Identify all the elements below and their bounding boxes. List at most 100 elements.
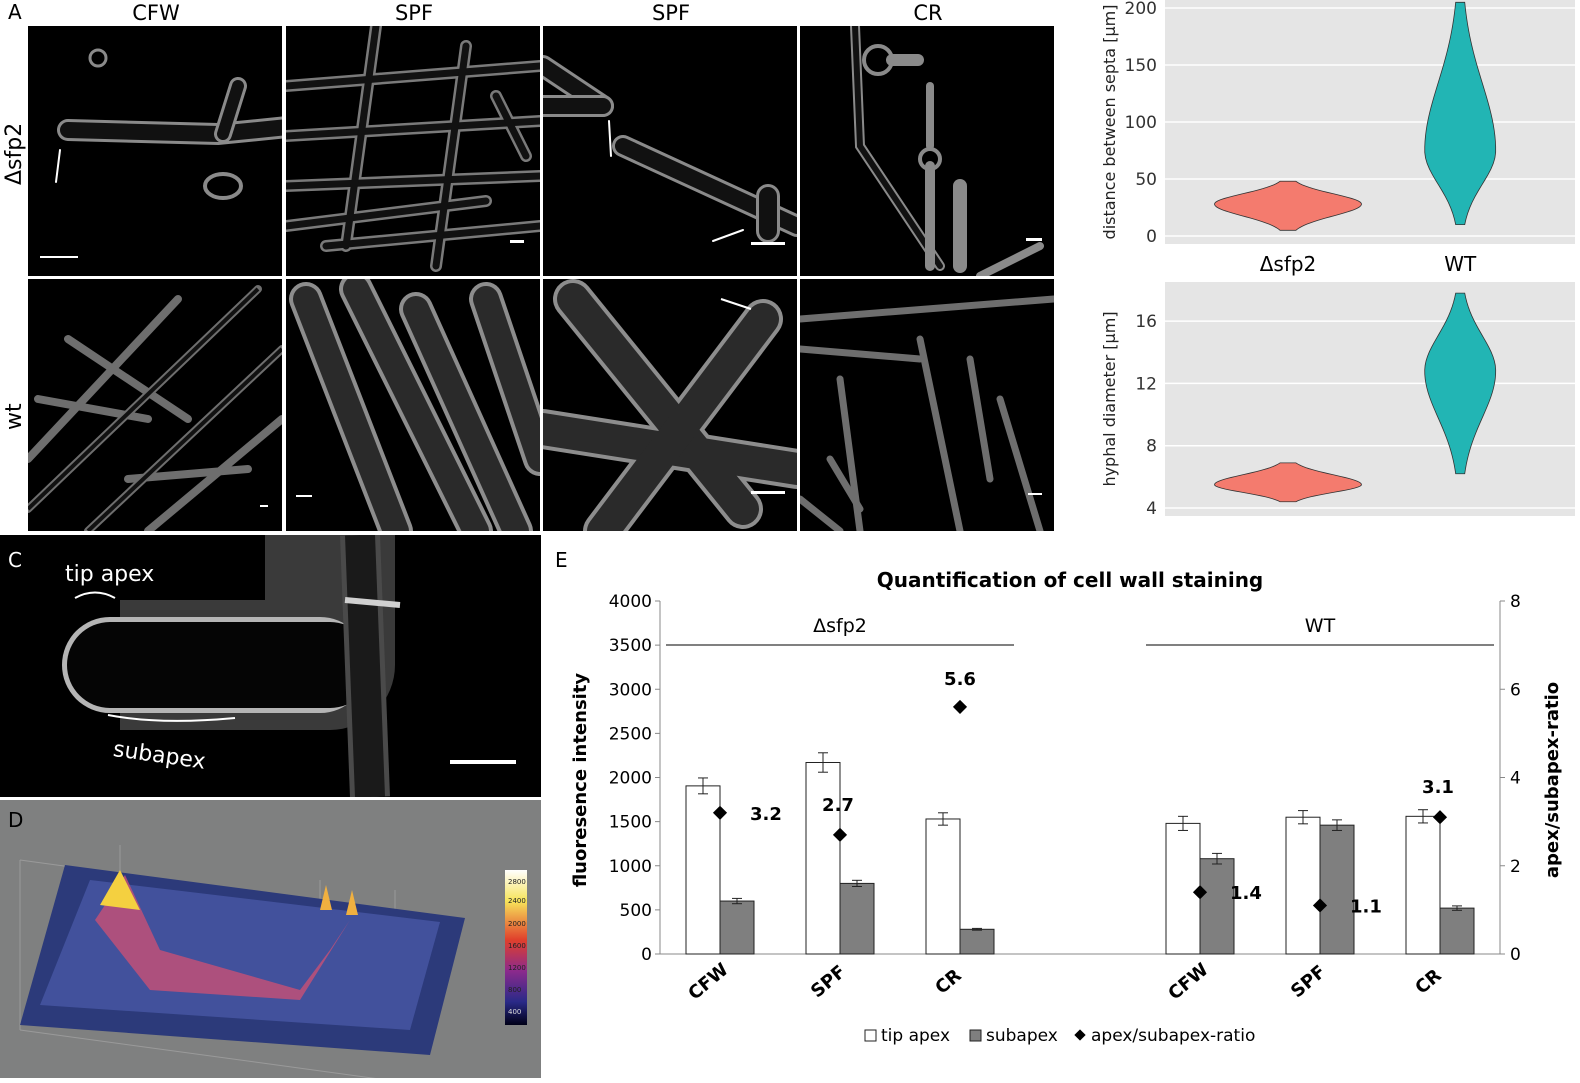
ratio-marker (1192, 885, 1208, 900)
y-axis-label: hyphal diameter [µm] (1100, 311, 1119, 486)
bar (1165, 822, 1201, 955)
panel-c-label: C (8, 548, 22, 572)
y-tick-label: 12 (1135, 374, 1157, 394)
heat-legend-tick: 1600 (508, 942, 526, 950)
group-label: Δsfp2 (813, 615, 867, 637)
micrograph-sfp2-spf-2 (543, 26, 797, 276)
panel-e-label: E (555, 548, 568, 572)
violin-shape (1424, 292, 1497, 475)
y-tick-label: 100 (1125, 113, 1157, 133)
micrograph-hyphal-tip (0, 535, 541, 797)
micrograph-wt-spf-1 (286, 279, 540, 531)
y2-tick-label: 2 (1510, 857, 1521, 877)
ratio-label: 1.1 (1350, 896, 1382, 917)
tip-apex-label: tip apex (65, 562, 155, 587)
x-tick-label: SPF (1287, 961, 1330, 1002)
panel-d-label: D (8, 808, 24, 832)
row-label-mutant: Δsfp2 (2, 122, 27, 185)
panel-a-label: A (8, 0, 22, 24)
micrograph-sfp2-cr (800, 26, 1054, 276)
ratio-marker (832, 827, 848, 842)
ratio-label: 5.6 (944, 669, 976, 690)
y2-axis-label: apex/subapex-ratio (1542, 682, 1563, 878)
violin-category-label: Δsfp2 (1260, 252, 1317, 276)
bar (1285, 816, 1321, 955)
heat-legend-tick: 2400 (508, 897, 526, 905)
y-tick-label: 16 (1135, 312, 1157, 332)
x-tick-label: CR (931, 965, 965, 999)
violin-plot-septa-distance: 0 50 100 150 200 distance between septa [µm] (1100, 0, 1575, 247)
y-tick-label: 500 (620, 901, 652, 921)
ratio-label: 1.4 (1230, 883, 1262, 904)
ratio-marker (952, 699, 968, 714)
bar-chart-cell-wall: Quantification of cell wall staining flu… (570, 568, 1563, 1046)
y-tick-label: 50 (1135, 170, 1157, 190)
legend-label: apex/subapex-ratio (1091, 1026, 1255, 1046)
y2-tick-label: 8 (1510, 592, 1521, 612)
bar (839, 882, 875, 955)
heat-legend-tick: 2000 (508, 920, 526, 928)
ratio-marker (712, 805, 728, 820)
bar (719, 900, 755, 955)
micrograph-wt-spf-2 (543, 279, 797, 531)
x-tick-label: SPF (807, 961, 850, 1002)
row-label-wt: wt (2, 403, 27, 430)
y2-tick-label: 4 (1510, 769, 1521, 789)
heat-legend-tick: 800 (508, 986, 521, 994)
column-title-3: SPF (651, 1, 691, 25)
y-tick-label: 200 (1125, 0, 1157, 19)
y2-tick-label: 6 (1510, 680, 1521, 700)
violin-shape (1214, 462, 1362, 503)
violin-shape (1424, 1, 1497, 225)
legend-swatch (864, 1029, 877, 1042)
group-label: WT (1305, 615, 1336, 637)
bar (959, 928, 995, 955)
bar (1319, 824, 1355, 955)
y2-tick-label: 0 (1510, 945, 1521, 965)
bar (925, 818, 961, 955)
y-tick-label: 1500 (609, 813, 652, 833)
ratio-label: 2.7 (822, 795, 854, 816)
y-tick-label: 4 (1146, 499, 1157, 519)
x-tick-label: CR (1411, 965, 1445, 999)
column-title-4: CR (913, 1, 943, 25)
chart-title: Quantification of cell wall staining (877, 568, 1264, 592)
y-tick-label: 2500 (609, 724, 652, 744)
micrograph-wt-cr (800, 279, 1054, 531)
violin-category-label: WT (1444, 252, 1477, 276)
y-tick-label: 150 (1125, 56, 1157, 76)
y-tick-label: 0 (641, 945, 652, 965)
ratio-marker (1312, 898, 1328, 913)
bar (1199, 858, 1235, 955)
violin-shape (1214, 180, 1362, 231)
bar (805, 761, 841, 955)
legend-label: tip apex (881, 1026, 950, 1046)
heat-legend-tick: 1200 (508, 964, 526, 972)
y-tick-label: 1000 (609, 857, 652, 877)
legend-label: subapex (986, 1026, 1058, 1046)
y-axis-label: fluoresence intensity (570, 673, 591, 888)
y-tick-label: 4000 (609, 592, 652, 612)
violin-plot-hyphal-diameter: 4 8 12 16 hyphal diameter [µm] (1100, 282, 1575, 519)
heat-legend-tick: 400 (508, 1008, 521, 1016)
ratio-marker (1432, 810, 1448, 825)
y-axis-label: distance between septa [µm] (1100, 5, 1119, 240)
column-title-2: SPF (394, 1, 434, 25)
legend-swatch (1074, 1029, 1086, 1041)
y-tick-label: 0 (1146, 227, 1157, 247)
y-tick-label: 8 (1146, 437, 1157, 457)
micrograph-sfp2-cfw (28, 26, 282, 276)
ratio-label: 3.2 (750, 804, 782, 825)
surface-plot: 2800 2400 2000 1600 1200 800 400 (0, 800, 541, 1083)
y-tick-label: 3000 (609, 680, 652, 700)
y-tick-label: 2000 (609, 769, 652, 789)
bar (1405, 815, 1441, 955)
x-tick-label: CFW (684, 959, 732, 1004)
legend-swatch (969, 1029, 982, 1042)
micrograph-sfp2-spf-1 (286, 26, 540, 276)
micrograph-wt-cfw (28, 279, 282, 531)
chart-legend: tip apex subapex apex/subapex-ratio (864, 1026, 1255, 1046)
bar (1439, 907, 1475, 955)
column-title-1: CFW (132, 1, 180, 25)
